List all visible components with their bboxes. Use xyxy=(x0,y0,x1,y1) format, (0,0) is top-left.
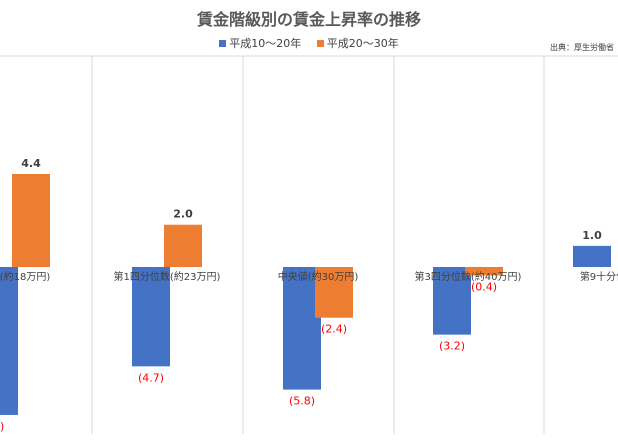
data-label-series-1: (3.2) xyxy=(439,340,465,353)
data-label-series-1: (4.7) xyxy=(138,371,164,384)
data-label-series-2: (0.4) xyxy=(471,280,497,293)
data-label-series-1: (5.8) xyxy=(289,395,315,408)
legend-swatch-series-1 xyxy=(219,40,227,47)
legend-label-series-1: 平成10～20年 xyxy=(229,37,302,50)
bar-series-2 xyxy=(164,224,202,267)
legend-entry-series-2: 平成20～30年 xyxy=(316,35,399,51)
bar-series-1 xyxy=(132,267,170,367)
data-label-series-2: 4.4 xyxy=(21,157,41,170)
data-label-series-1: ) xyxy=(0,420,4,433)
bar-series-1 xyxy=(0,267,18,415)
legend-entry-series-1: 平成10～20年 xyxy=(219,35,301,51)
category-label: 第9十分位数 xyxy=(580,270,618,283)
legend-label-series-2: 平成20～30年 xyxy=(326,37,399,50)
data-label-series-2: 2.0 xyxy=(173,208,193,221)
bar-series-2 xyxy=(465,267,503,276)
data-label-series-1: 1.0 xyxy=(582,229,602,242)
bar-series-2 xyxy=(12,174,50,267)
bar-series-1 xyxy=(433,267,471,335)
bar-series-1 xyxy=(283,267,321,390)
category-label: 中央値(約30万円) xyxy=(278,270,359,283)
chart-title: 賃金階級別の賃金上昇率の推移 xyxy=(196,10,421,29)
category-label: 位数(約18万円) xyxy=(0,270,50,283)
data-label-series-2: (2.4) xyxy=(321,323,347,336)
category-label: 第1四分位数(約23万円) xyxy=(114,270,221,283)
bar-series-1 xyxy=(573,245,611,267)
legend-swatch-series-2 xyxy=(316,40,324,47)
legend: 平成10～20年 平成20～30年 xyxy=(0,35,618,51)
category-label: 第3四分位数(約40万円) xyxy=(415,270,522,283)
source-note: 出典：厚生労働省 xyxy=(550,43,614,52)
bar-series-2 xyxy=(315,267,353,318)
